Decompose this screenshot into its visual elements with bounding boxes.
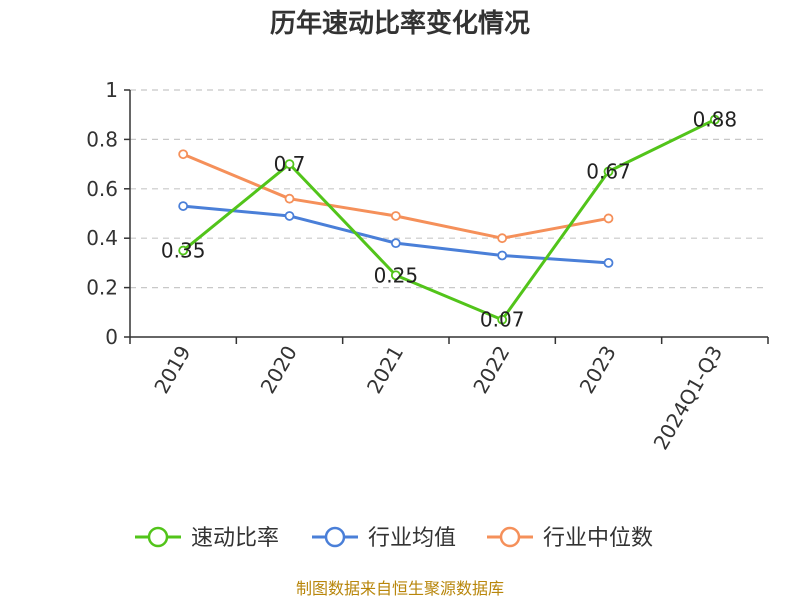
- data-point: [603, 213, 614, 224]
- data-point: [497, 250, 508, 261]
- data-point: [178, 245, 189, 256]
- legend[interactable]: 速动比率 行业均值 行业中位数: [135, 526, 653, 551]
- series-group: [178, 114, 720, 325]
- data-point: [284, 193, 295, 204]
- data-point: [284, 211, 295, 221]
- source-note: 制图数据来自恒生聚源数据库: [296, 579, 504, 598]
- data-label: 0.07: [480, 308, 525, 332]
- data-label: 0.25: [374, 263, 419, 287]
- axes: [129, 90, 768, 338]
- legend-label: 行业中位数: [543, 526, 653, 551]
- x-tick-label: 2019: [149, 342, 195, 398]
- legend-item[interactable]: 行业中位数: [487, 526, 653, 551]
- y-tick-label: 1: [105, 78, 118, 102]
- chart-title: 历年速动比率变化情况: [270, 8, 530, 39]
- y-tick-label: 0.4: [86, 226, 118, 250]
- series-line: [182, 152, 609, 240]
- legend-item[interactable]: 行业均值: [312, 526, 456, 551]
- data-label: 0.7: [274, 152, 306, 176]
- data-point: [390, 211, 401, 221]
- legend-item[interactable]: 速动比率: [135, 526, 279, 551]
- x-tick-label: 2024Q1-Q3: [648, 342, 727, 454]
- y-tick-label: 0.6: [86, 177, 118, 201]
- x-tick-label: 2023: [575, 342, 621, 398]
- data-point: [284, 159, 295, 170]
- legend-marker: [499, 526, 521, 548]
- y-tick-label: 0.2: [86, 276, 118, 300]
- x-tick-label: 2020: [256, 342, 302, 398]
- series-line: [182, 118, 716, 322]
- y-tick-label: 0: [105, 325, 118, 349]
- y-tick-label: 0.8: [86, 127, 118, 151]
- legend-marker: [147, 526, 169, 548]
- data-point: [178, 201, 189, 211]
- data-point: [603, 166, 614, 177]
- grid-lines: [130, 89, 768, 289]
- data-label: 0.67: [586, 160, 631, 184]
- data-label: 0.88: [693, 108, 738, 132]
- data-label: 0.35: [161, 239, 206, 263]
- data-point: [390, 270, 401, 281]
- legend-marker: [324, 526, 346, 548]
- legend-label: 速动比率: [191, 526, 279, 551]
- data-point: [709, 114, 720, 125]
- x-tick-label: 2021: [362, 342, 408, 398]
- data-point: [178, 149, 189, 160]
- data-point: [603, 257, 614, 268]
- x-axis-ticks: 2019 2020 2021 2022 2023 2024Q1-Q3: [129, 337, 769, 454]
- data-labels: 0.35 0.7 0.25 0.07 0.67 0.88: [161, 108, 737, 332]
- data-point: [497, 233, 508, 244]
- data-point: [390, 238, 401, 249]
- y-axis-ticks: 0 0.2 0.4 0.6 0.8 1: [86, 78, 130, 349]
- data-point: [497, 314, 508, 325]
- x-tick-label: 2022: [468, 341, 514, 397]
- legend-label: 行业均值: [368, 526, 456, 551]
